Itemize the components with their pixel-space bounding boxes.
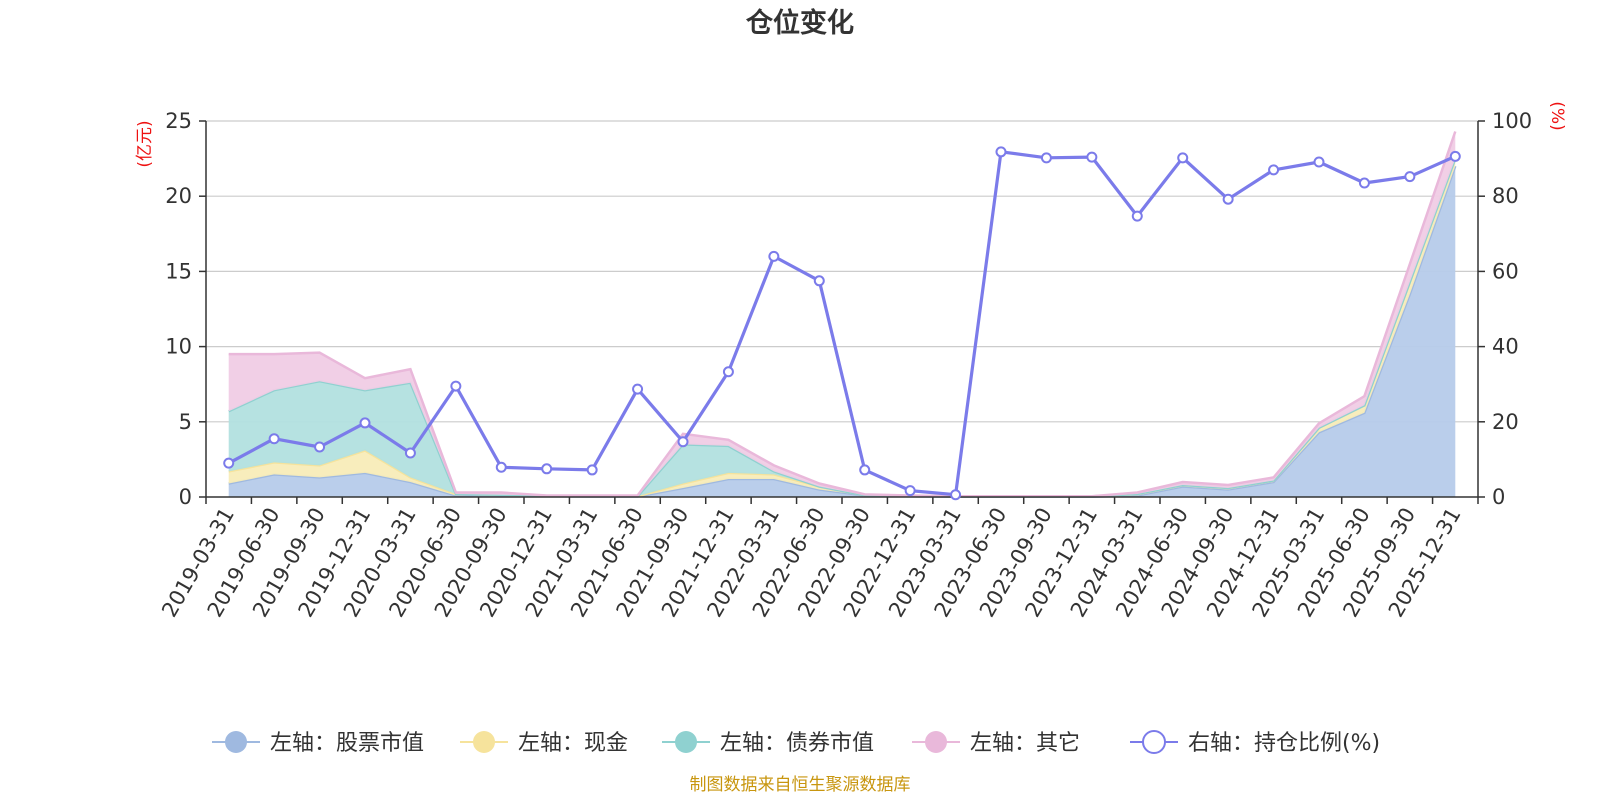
legend-label: 左轴：现金 (518, 731, 628, 756)
chart-title: 仓位变化 (745, 7, 854, 39)
ratio-point (495, 461, 507, 473)
right-tick-label: 80 (1492, 184, 1519, 208)
legend-marker (473, 731, 495, 753)
ratio-point (632, 383, 644, 395)
legend-marker (1142, 730, 1166, 754)
ratio-point (1177, 152, 1189, 164)
ratio-point (404, 447, 416, 459)
area-fill (228, 166, 1456, 497)
ratio-point (359, 417, 371, 429)
legend-label: 左轴：债券市值 (720, 731, 874, 756)
left-tick-label: 10 (165, 335, 192, 359)
ratio-point (1131, 210, 1143, 222)
ratio-point (950, 489, 962, 501)
left-tick-label: 0 (179, 485, 192, 509)
legend-label: 右轴：持仓比例(%) (1188, 731, 1380, 756)
stacked-areas (228, 131, 1457, 498)
ratio-point (541, 463, 553, 475)
ratio-point (1313, 156, 1325, 168)
ratio-point (314, 441, 326, 453)
ratio-point (722, 366, 734, 378)
ratio-point (768, 250, 780, 262)
right-tick-label: 100 (1492, 109, 1532, 133)
ratio-point (1358, 177, 1370, 189)
ratio-point (859, 464, 871, 476)
legend-label: 左轴：其它 (970, 731, 1080, 756)
data-source-note: 制图数据来自恒生聚源数据库 (690, 775, 911, 795)
area-fill (228, 158, 1456, 497)
left-tick-label: 20 (165, 184, 192, 208)
left-axis-unit: (亿元) (135, 120, 155, 167)
ratio-point (1086, 151, 1098, 163)
ratio-point (1268, 164, 1280, 176)
ratio-point (586, 464, 598, 476)
ratio-point (677, 436, 689, 448)
left-tick-label: 5 (179, 410, 192, 434)
legend-marker (925, 731, 947, 753)
right-tick-label: 0 (1492, 485, 1505, 509)
left-tick-label: 25 (165, 109, 192, 133)
grid-lines (206, 120, 1478, 423)
ratio-point (1404, 171, 1416, 183)
area-top-line (228, 131, 1457, 498)
ratio-point (1040, 152, 1052, 164)
ratio-point (223, 457, 235, 469)
left-tick-label: 15 (165, 259, 192, 283)
legend-marker (675, 731, 697, 753)
ratio-point (1449, 150, 1461, 162)
ratio-point (450, 380, 462, 392)
legend-marker (225, 731, 247, 753)
right-tick-label: 60 (1492, 259, 1519, 283)
legend: 左轴：股票市值 左轴：现金 左轴：债券市值 左轴：其它 右轴：持仓比例(%) (212, 730, 1380, 756)
ratio-point (904, 485, 916, 497)
ratio-point (1222, 193, 1234, 205)
ratio-point (995, 146, 1007, 158)
ratio-point (813, 275, 825, 287)
right-tick-label: 40 (1492, 335, 1519, 359)
right-axis-unit: (%) (1547, 101, 1567, 130)
legend-label: 左轴：股票市值 (270, 731, 424, 756)
area-fill (228, 158, 1456, 497)
ratio-line (227, 150, 1456, 497)
ratio-series (223, 146, 1461, 501)
right-tick-label: 20 (1492, 410, 1519, 434)
ratio-point (268, 433, 280, 445)
